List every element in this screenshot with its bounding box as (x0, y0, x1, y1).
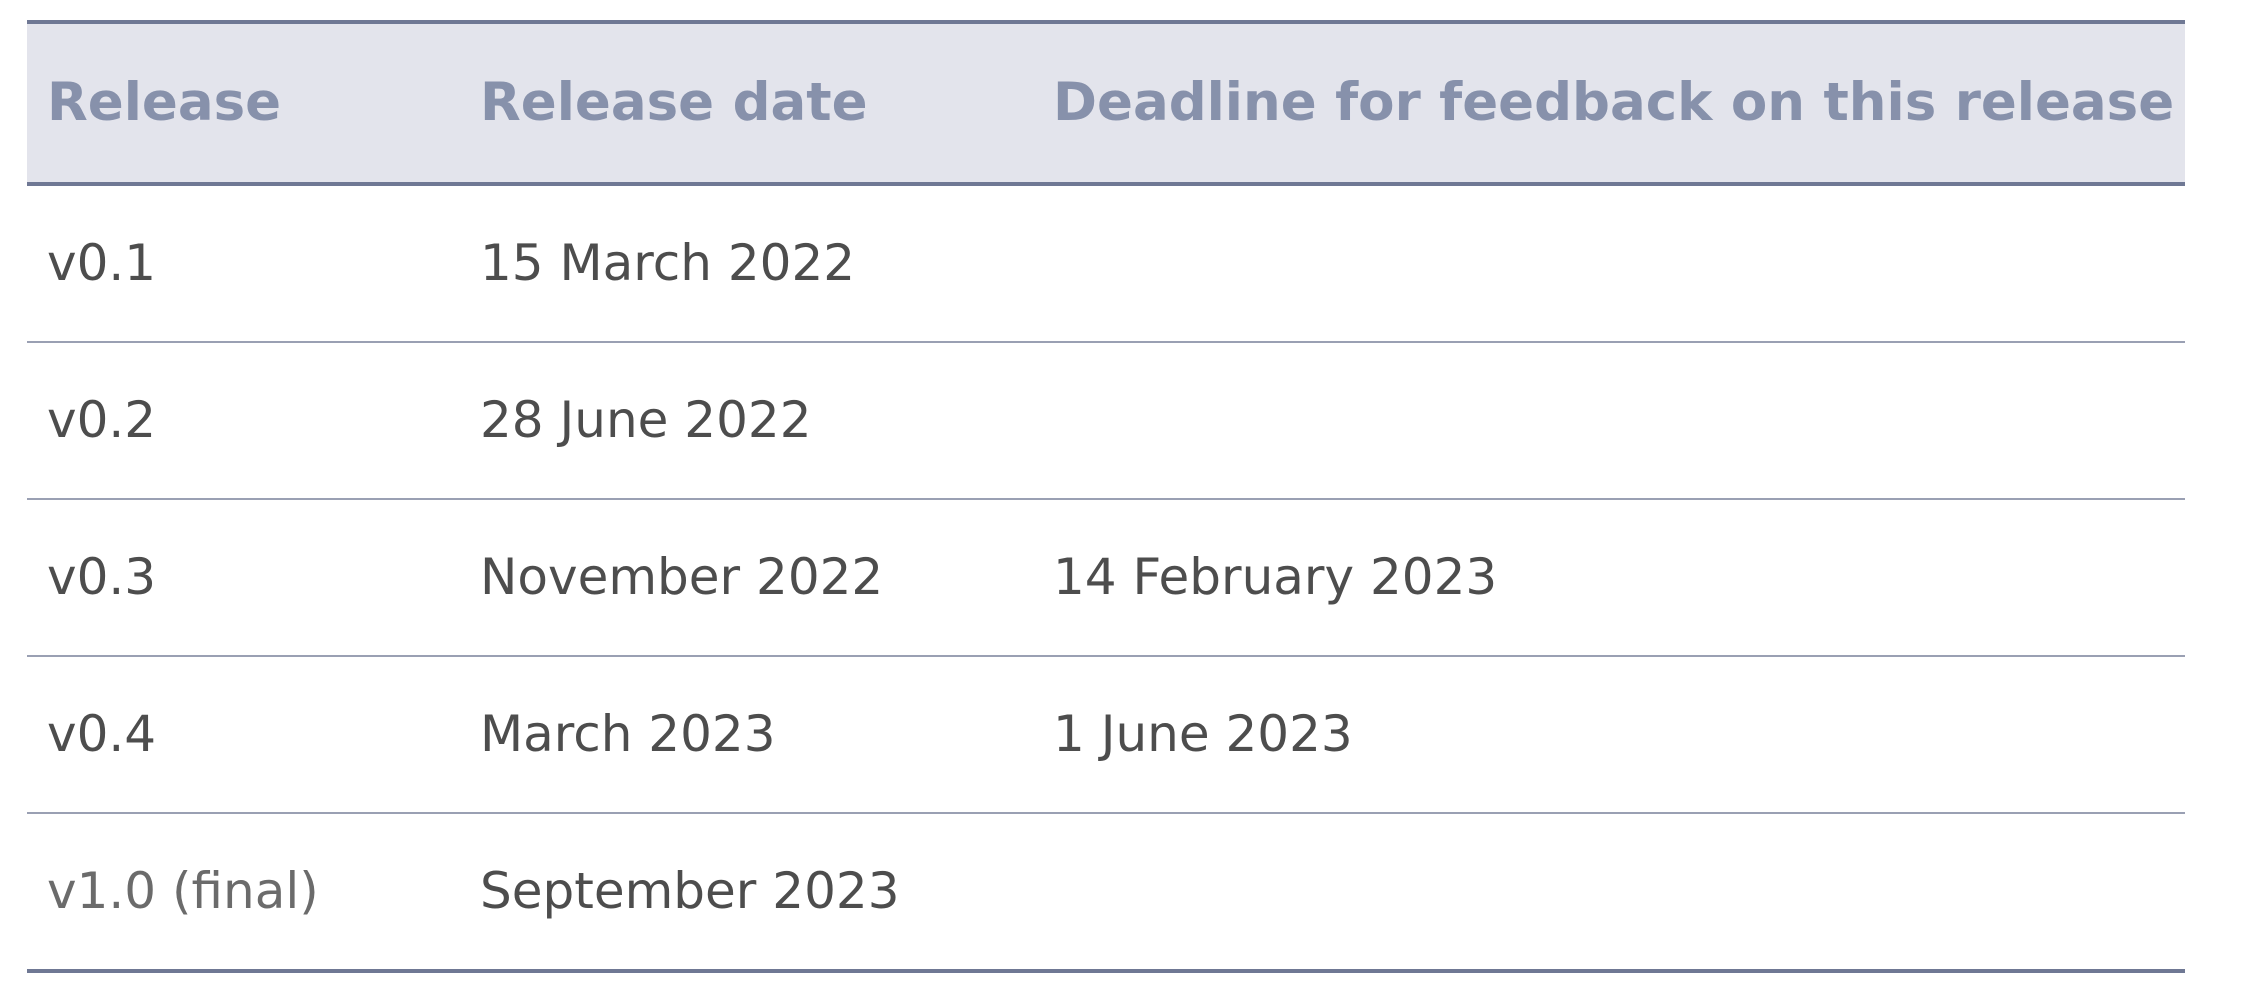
release-cell: v0.2 (47, 391, 157, 449)
table-row: v0.2 28 June 2022 (27, 343, 2185, 500)
table-row: v0.1 15 March 2022 (27, 186, 2185, 343)
release-date-cell: September 2023 (480, 862, 900, 920)
feedback-deadline-cell: 14 February 2023 (1053, 548, 1498, 606)
table-row: v0.3 November 2022 14 February 2023 (27, 500, 2185, 657)
header-release-date: Release date (480, 72, 868, 133)
release-table: Release Release date Deadline for feedba… (27, 20, 2185, 973)
table-row: v0.4 March 2023 1 June 2023 (27, 657, 2185, 814)
header-feedback-deadline: Deadline for feedback on this release (1053, 72, 2175, 133)
release-date-cell: 15 March 2022 (480, 234, 856, 292)
release-cell: v0.3 (47, 548, 157, 606)
table-header: Release Release date Deadline for feedba… (27, 20, 2185, 186)
header-release: Release (47, 72, 282, 133)
release-cell: v1.0 (final) (47, 862, 319, 920)
release-date-cell: March 2023 (480, 705, 776, 763)
release-date-cell: 28 June 2022 (480, 391, 812, 449)
feedback-deadline-cell: 1 June 2023 (1053, 705, 1353, 763)
release-date-cell: November 2022 (480, 548, 884, 606)
table-row: v1.0 (final) September 2023 (27, 814, 2185, 973)
release-cell: v0.4 (47, 705, 157, 763)
release-cell: v0.1 (47, 234, 157, 292)
